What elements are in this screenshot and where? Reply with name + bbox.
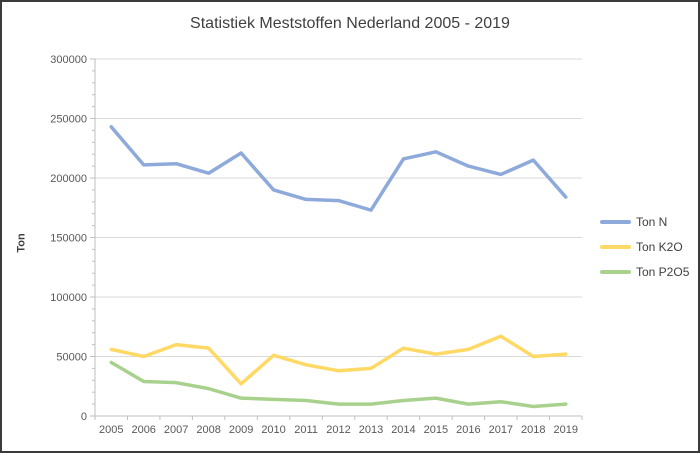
x-tick-label: 2011 — [294, 424, 318, 436]
series-line-ton-p2o5 — [109, 360, 568, 409]
x-tick-label: 2006 — [131, 424, 155, 436]
legend-item-ton-p2o5: Ton P2O5 — [600, 259, 689, 284]
x-tick-label: 2010 — [261, 424, 285, 436]
x-tick-label: 2012 — [326, 424, 350, 436]
legend-line-swatch-ton-p2o5 — [600, 269, 631, 274]
x-tick-label: 2016 — [456, 424, 480, 436]
legend-line-swatch-ton-n — [600, 219, 631, 224]
x-tick-label: 2015 — [424, 424, 448, 436]
chart-title: Statistiek Meststoffen Nederland 2005 - … — [190, 15, 510, 32]
legend-label-ton-n: Ton N — [636, 214, 668, 229]
y-tick-label: 250000 — [50, 114, 87, 126]
legend: Ton N Ton K2O Ton P2O5 — [600, 209, 689, 284]
x-tick-label: 2017 — [489, 424, 513, 436]
x-tick-label: 2013 — [359, 424, 383, 436]
series-line-ton-k2o — [109, 334, 568, 386]
legend-item-ton-k2o: Ton K2O — [600, 234, 689, 259]
y-tick-label: 50000 — [56, 352, 87, 364]
y-tick-label: 100000 — [50, 292, 87, 304]
y-tick-label: 150000 — [50, 233, 87, 245]
x-tick-label: 2008 — [196, 424, 220, 436]
legend-label-ton-p2o5: Ton P2O5 — [636, 264, 690, 279]
x-tick-label: 2019 — [554, 424, 578, 436]
legend-label-ton-k2o: Ton K2O — [636, 239, 683, 254]
x-tick-label: 2014 — [391, 424, 415, 436]
y-tick-label: 300000 — [50, 54, 87, 66]
x-tick-label: 2005 — [99, 424, 123, 436]
x-tick-label: 2009 — [229, 424, 253, 436]
x-tick-label: 2007 — [164, 424, 188, 436]
y-tick-label: 0 — [81, 411, 87, 423]
series-line-ton-n — [109, 125, 568, 212]
y-tick-label: 200000 — [50, 173, 87, 185]
x-tick-label: 2018 — [521, 424, 545, 436]
legend-item-ton-n: Ton N — [600, 209, 689, 234]
legend-line-swatch-ton-k2o — [600, 244, 631, 249]
